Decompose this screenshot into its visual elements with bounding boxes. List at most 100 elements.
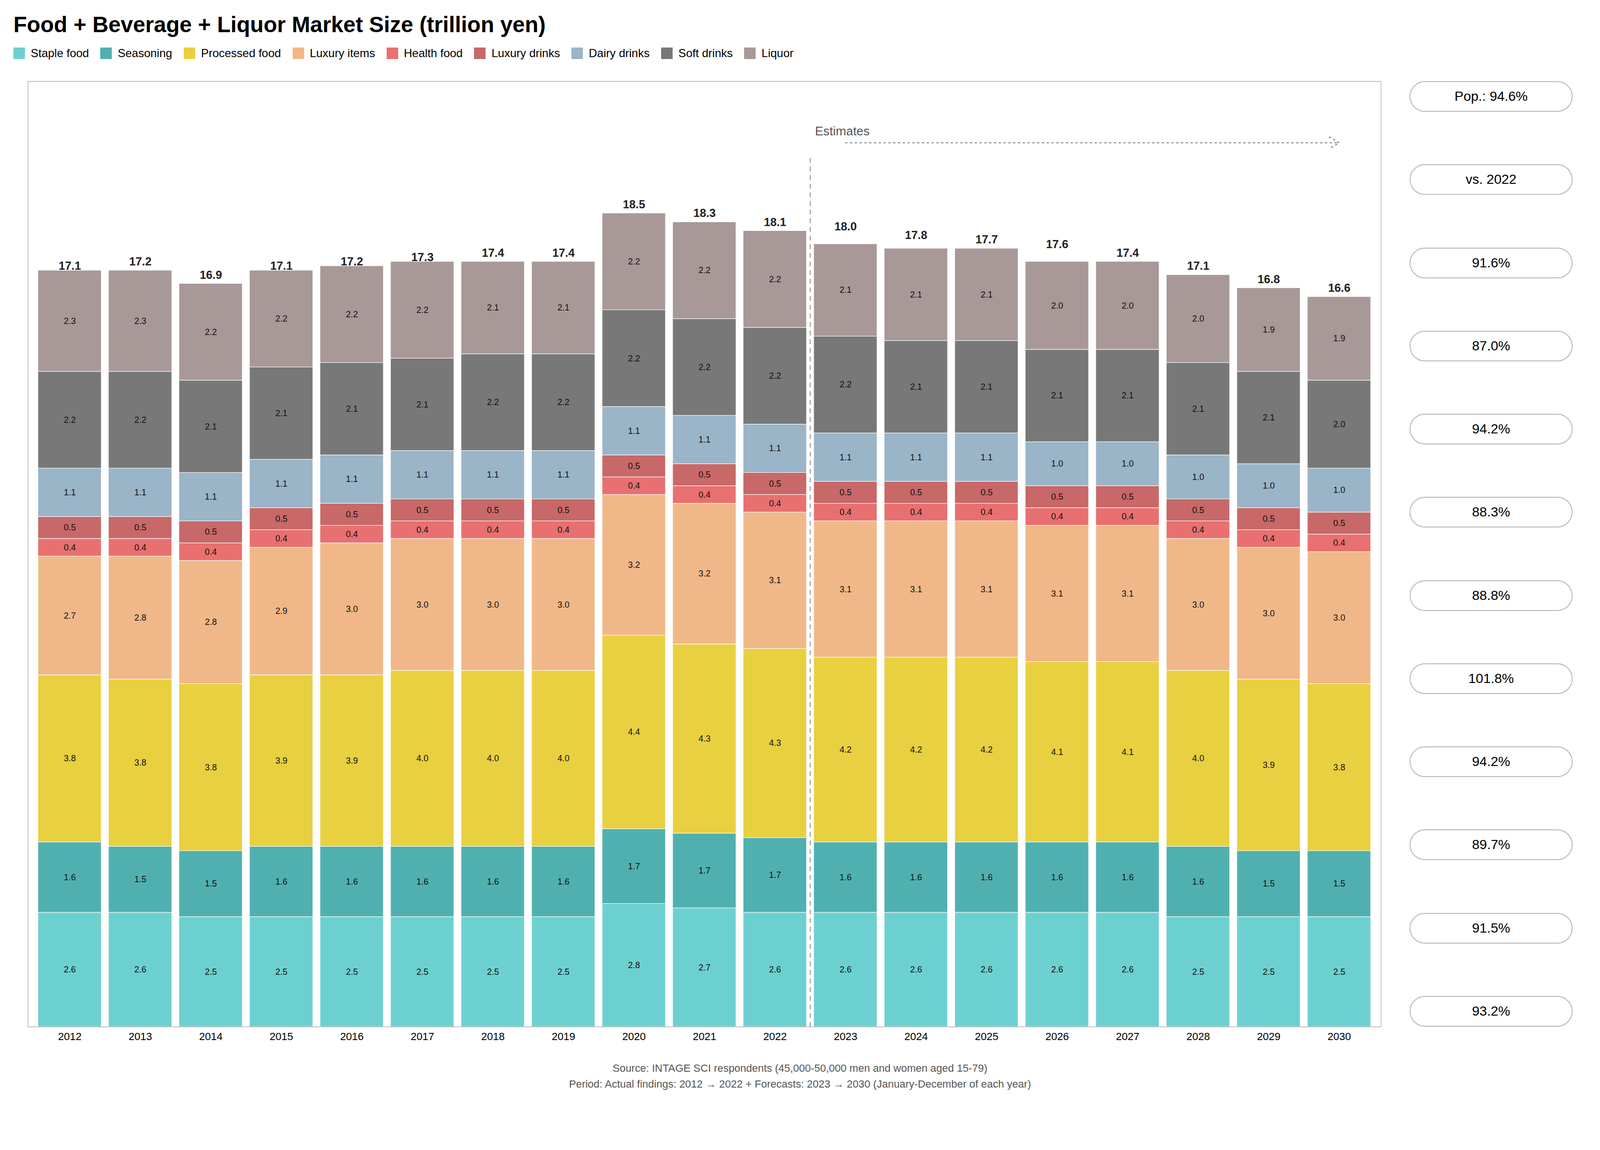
svg-text:0.5: 0.5: [910, 487, 923, 498]
svg-text:0.5: 0.5: [769, 478, 782, 489]
svg-text:0.5: 0.5: [1333, 518, 1346, 528]
svg-text:2.1: 2.1: [980, 289, 993, 300]
svg-text:3.9: 3.9: [1262, 759, 1275, 770]
svg-text:2.2: 2.2: [63, 414, 76, 425]
svg-text:1.6: 1.6: [63, 872, 76, 882]
svg-text:1.6: 1.6: [1051, 872, 1064, 882]
svg-text:1.1: 1.1: [486, 469, 499, 480]
svg-text:1.1: 1.1: [557, 469, 570, 480]
svg-text:0.4: 0.4: [63, 542, 76, 553]
svg-text:0.4: 0.4: [1333, 537, 1346, 548]
svg-text:1.1: 1.1: [698, 434, 711, 445]
svg-text:17.1: 17.1: [1186, 259, 1210, 273]
svg-text:0.5: 0.5: [345, 509, 358, 520]
svg-text:17.4: 17.4: [1116, 246, 1139, 260]
svg-text:1.1: 1.1: [345, 474, 358, 484]
svg-text:3.0: 3.0: [1262, 608, 1275, 618]
svg-text:2.1: 2.1: [1262, 412, 1275, 423]
svg-text:2026: 2026: [1045, 1030, 1069, 1043]
svg-text:0.5: 0.5: [557, 505, 570, 515]
svg-text:2019: 2019: [551, 1030, 576, 1043]
svg-text:2.6: 2.6: [1051, 964, 1064, 974]
svg-text:1.6: 1.6: [275, 876, 288, 887]
svg-text:2024: 2024: [904, 1030, 928, 1043]
svg-text:3.8: 3.8: [1333, 762, 1346, 772]
svg-text:4.1: 4.1: [1121, 746, 1134, 757]
svg-text:18.1: 18.1: [763, 215, 787, 229]
svg-text:2.5: 2.5: [1192, 966, 1205, 977]
svg-text:2.2: 2.2: [486, 397, 499, 407]
svg-text:2012: 2012: [58, 1030, 82, 1043]
svg-text:0.5: 0.5: [628, 461, 640, 471]
svg-text:17.2: 17.2: [340, 254, 364, 268]
svg-text:0.4: 0.4: [557, 524, 570, 535]
svg-text:2.6: 2.6: [1121, 964, 1134, 974]
svg-text:3.9: 3.9: [275, 755, 288, 766]
svg-text:4.2: 4.2: [839, 744, 852, 755]
svg-text:2.1: 2.1: [910, 289, 923, 300]
svg-text:17.2: 17.2: [129, 254, 152, 268]
svg-text:2.5: 2.5: [204, 966, 217, 977]
svg-text:2.2: 2.2: [769, 370, 782, 381]
svg-text:0.4: 0.4: [134, 542, 147, 553]
svg-text:0.4: 0.4: [1121, 511, 1134, 522]
svg-text:3.0: 3.0: [486, 599, 499, 610]
svg-text:4.0: 4.0: [416, 753, 429, 763]
svg-text:2027: 2027: [1115, 1030, 1140, 1043]
svg-text:2.1: 2.1: [839, 284, 852, 295]
svg-text:0.4: 0.4: [980, 507, 993, 517]
svg-text:0.5: 0.5: [980, 487, 993, 498]
svg-text:1.6: 1.6: [486, 876, 499, 887]
svg-text:0.4: 0.4: [416, 524, 429, 535]
svg-text:2.2: 2.2: [698, 362, 711, 372]
svg-text:3.9: 3.9: [345, 755, 358, 766]
svg-text:0.4: 0.4: [1262, 533, 1275, 544]
svg-text:2.6: 2.6: [980, 964, 993, 974]
svg-text:1.6: 1.6: [345, 876, 358, 887]
svg-text:2.1: 2.1: [1051, 390, 1064, 401]
svg-text:1.1: 1.1: [769, 443, 782, 453]
svg-text:1.1: 1.1: [980, 452, 993, 463]
svg-text:3.0: 3.0: [345, 604, 358, 614]
svg-text:0.5: 0.5: [275, 513, 288, 524]
svg-text:1.0: 1.0: [1192, 472, 1205, 482]
svg-text:1.5: 1.5: [134, 874, 147, 884]
svg-text:2.1: 2.1: [557, 302, 570, 313]
svg-text:2.5: 2.5: [1262, 966, 1275, 977]
svg-text:2.0: 2.0: [1192, 313, 1205, 324]
svg-text:4.0: 4.0: [557, 753, 570, 763]
svg-text:0.5: 0.5: [1051, 491, 1064, 502]
svg-text:2014: 2014: [199, 1030, 223, 1043]
svg-text:0.5: 0.5: [486, 505, 499, 515]
svg-text:4.0: 4.0: [1192, 753, 1205, 763]
svg-text:2018: 2018: [481, 1030, 505, 1043]
svg-text:1.9: 1.9: [1262, 324, 1275, 335]
svg-text:2.2: 2.2: [769, 274, 782, 285]
svg-text:0.4: 0.4: [769, 498, 782, 509]
svg-text:1.1: 1.1: [134, 487, 147, 498]
svg-text:2.1: 2.1: [204, 421, 217, 432]
svg-text:0.4: 0.4: [486, 524, 499, 535]
svg-text:0.5: 0.5: [63, 522, 76, 533]
svg-text:2.5: 2.5: [1333, 966, 1346, 977]
svg-text:3.8: 3.8: [134, 757, 147, 768]
svg-text:2.2: 2.2: [557, 397, 570, 407]
svg-text:16.8: 16.8: [1257, 272, 1280, 286]
svg-text:2.0: 2.0: [1121, 300, 1134, 311]
svg-text:1.1: 1.1: [63, 487, 76, 498]
svg-text:3.0: 3.0: [1333, 612, 1346, 623]
svg-text:1.6: 1.6: [557, 876, 570, 887]
svg-text:2.0: 2.0: [1333, 419, 1346, 429]
svg-text:2030: 2030: [1327, 1030, 1352, 1043]
svg-text:2.2: 2.2: [698, 265, 711, 275]
svg-text:2.5: 2.5: [486, 966, 499, 977]
svg-text:2.6: 2.6: [63, 964, 76, 974]
svg-text:3.0: 3.0: [1192, 599, 1205, 610]
svg-text:1.6: 1.6: [1121, 872, 1134, 882]
svg-text:17.1: 17.1: [270, 259, 293, 273]
svg-text:1.1: 1.1: [204, 491, 217, 502]
svg-text:16.6: 16.6: [1327, 281, 1351, 295]
svg-text:1.5: 1.5: [1262, 878, 1275, 889]
svg-text:1.9: 1.9: [1333, 333, 1346, 344]
svg-text:2.1: 2.1: [1192, 403, 1205, 414]
